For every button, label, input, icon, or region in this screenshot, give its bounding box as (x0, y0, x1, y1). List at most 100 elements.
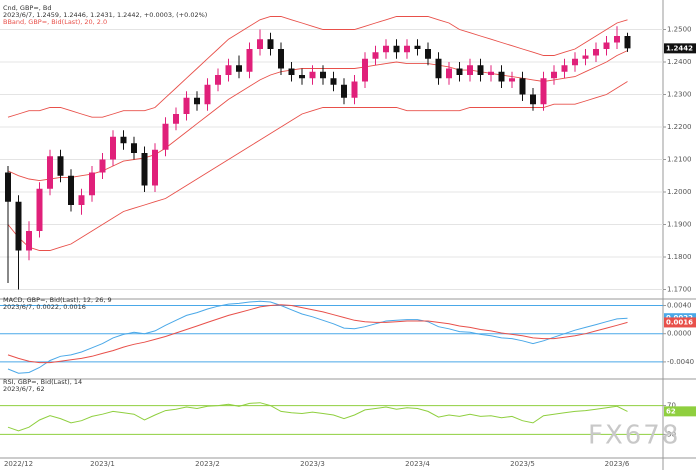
candle-body (519, 78, 526, 95)
indicator-line (7, 402, 628, 432)
watermark: FX678 (588, 421, 680, 451)
x-tick-label: 2023/3 (300, 460, 325, 468)
candle-body (267, 39, 274, 49)
candle-body (551, 71, 557, 79)
candle-body (215, 75, 221, 85)
candle-body (404, 45, 410, 53)
candle-body (36, 188, 43, 231)
candle-body (15, 201, 22, 251)
last-value-label: 0.0016 (666, 318, 693, 326)
y-tick-label: 1.2300 (667, 91, 692, 99)
band-upper (7, 16, 628, 118)
candle-body (309, 71, 316, 79)
y-tick-label: -0.0040 (667, 358, 694, 366)
last-value-box (664, 317, 696, 328)
candle-body (572, 58, 578, 66)
candle-body (393, 45, 400, 53)
candle-body (141, 153, 148, 186)
candle-body (257, 39, 263, 49)
x-tick-label: 2023/2 (195, 460, 220, 468)
candle-body (330, 78, 337, 85)
candle-body (351, 81, 358, 98)
candle-body (593, 49, 599, 56)
candle-body (99, 159, 106, 173)
panel-subtitle: 2023/6/7, 62 (3, 385, 45, 393)
panel-title: Cnd, GBP=, Bd (3, 4, 52, 12)
y-tick-label: 1.1900 (667, 221, 692, 229)
candle-body (162, 123, 169, 150)
candle-body (435, 58, 442, 79)
y-tick-label: 1.2000 (667, 188, 692, 196)
candle-body (152, 149, 158, 186)
y-tick-label: 0.0000 (667, 330, 692, 338)
candle-body (236, 65, 242, 72)
band-lower (7, 81, 628, 251)
y-tick-label: 1.1800 (667, 253, 692, 261)
candle-body (488, 71, 494, 75)
candle-body (425, 49, 431, 59)
x-tick-label: 2023/5 (510, 460, 535, 468)
candle-body (582, 55, 589, 59)
candle-body (509, 78, 515, 82)
x-tick-label: 2022/12 (4, 460, 33, 468)
y-tick-label: 0.0040 (667, 302, 692, 310)
candle-body (540, 78, 547, 105)
candle-body (47, 156, 53, 189)
panel-title: RSI, GBP=, Bid(Last), 14 (3, 378, 82, 386)
y-tick-label: 1.2200 (667, 123, 692, 131)
y-tick-label: 70 (667, 402, 676, 410)
candle-body (288, 68, 295, 75)
y-tick-label: 1.2500 (667, 26, 692, 34)
candle-body (173, 114, 179, 124)
candle-body (225, 65, 232, 75)
candle-body (624, 36, 631, 49)
candle-body (278, 49, 284, 69)
x-tick-label: 2023/1 (90, 460, 115, 468)
bands-label: BBand, GBP=, Bid(Last), 20, 2.0 (3, 18, 107, 26)
y-tick-label: 1.2400 (667, 58, 692, 66)
panel-subtitle: 2023/6/7, 0.0022, 0.0016 (3, 303, 86, 311)
candle-body (341, 84, 347, 98)
candle-body (561, 65, 568, 72)
y-tick-label: 1.2100 (667, 156, 692, 164)
panel-title: MACD, GBP=, Bid(Last), 12, 26, 9 (3, 296, 112, 304)
candle-body (68, 175, 74, 205)
candle-body (131, 143, 137, 153)
candle-body (110, 136, 116, 160)
candle-body (57, 156, 64, 176)
x-tick-label: 2023/6 (605, 460, 630, 468)
candle-body (194, 97, 200, 105)
candle-body (372, 52, 379, 59)
panel-subtitle: 2023/6/7, 1.2459, 1.2446, 1.2431, 1.2442… (3, 11, 207, 19)
indicator-line (7, 304, 628, 364)
candle-body (530, 94, 536, 105)
last-value-label: 62 (666, 407, 676, 415)
candle-body (246, 49, 253, 72)
candle-body (603, 42, 610, 49)
candle-body (78, 195, 85, 205)
last-value-box (664, 406, 696, 417)
last-value-box (664, 43, 696, 54)
y-tick-label: 1.1700 (667, 286, 692, 294)
candle-body (183, 97, 190, 114)
candle-body (498, 71, 505, 82)
candle-body (89, 172, 95, 196)
last-value-label: 1.2442 (666, 44, 693, 52)
candle-body (5, 172, 11, 202)
candle-body (446, 68, 452, 79)
candle-body (614, 36, 620, 43)
candle-body (299, 75, 305, 79)
candle-body (477, 65, 484, 75)
candle-body (383, 45, 389, 53)
candle-body (467, 65, 473, 75)
y-tick-label: 30 (667, 430, 676, 438)
candle-body (414, 45, 421, 49)
candle-body (26, 231, 32, 251)
candle-body (456, 68, 463, 75)
candle-body (120, 136, 127, 144)
candle-body (362, 58, 368, 82)
x-tick-label: 2023/4 (405, 460, 430, 468)
candle-body (320, 71, 326, 79)
